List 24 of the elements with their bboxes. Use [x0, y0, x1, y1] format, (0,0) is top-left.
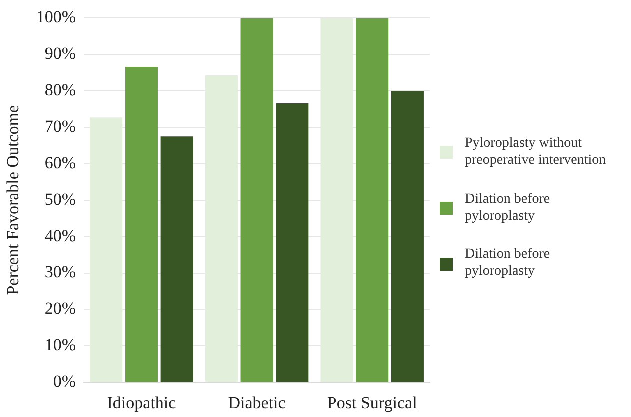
- bar: [356, 18, 389, 382]
- y-tick-label: 90%: [44, 44, 76, 64]
- x-tick-label: Diabetic: [228, 393, 286, 412]
- y-tick-label: 80%: [44, 80, 76, 100]
- y-tick-label: 20%: [44, 299, 76, 318]
- legend-label: Dilation before pyloroplasty: [465, 192, 552, 226]
- y-tick-label: 70%: [44, 116, 76, 136]
- legend-label: Dilation before pyloroplasty: [465, 247, 552, 281]
- bar: [240, 18, 274, 382]
- y-tick-label: 100%: [36, 8, 76, 27]
- y-tick-label: 10%: [44, 336, 76, 355]
- y-axis-title: Percent Favorable Outcome: [4, 106, 23, 296]
- bar: [125, 67, 158, 382]
- x-tick-label: Post Surgical: [327, 393, 418, 412]
- bar: [160, 136, 194, 382]
- y-tick-label: 30%: [44, 262, 76, 282]
- bar: [276, 103, 309, 382]
- x-tick-label: Idiopathic: [107, 393, 177, 412]
- bar: [391, 91, 424, 382]
- y-tick-label: 40%: [44, 226, 76, 246]
- legend-label: Pyloroplasty without preoperative intervention: [465, 136, 608, 170]
- y-tick-label: 50%: [44, 190, 76, 209]
- y-tick-label: 60%: [44, 153, 76, 172]
- y-tick-label: 0%: [53, 372, 76, 392]
